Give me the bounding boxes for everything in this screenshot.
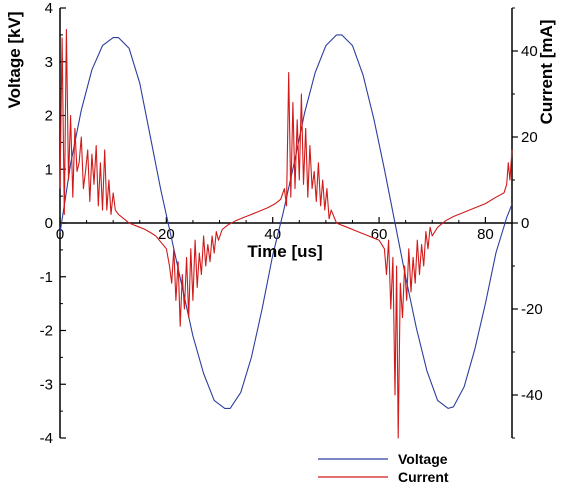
x-tick-label: 40 <box>264 226 281 243</box>
x-axis-title: Time [us] <box>247 242 322 261</box>
y-left-tick-label: -3 <box>40 376 53 393</box>
y-left-tick-label: 2 <box>45 108 53 125</box>
series-lines <box>60 30 512 439</box>
legend-label-voltage: Voltage <box>398 451 448 467</box>
y-axis-right-title: Current [mA] <box>537 20 556 125</box>
y-left-tick-label: -2 <box>40 323 53 340</box>
y-left-tick-label: 1 <box>45 161 53 178</box>
y-right-tick-label: -40 <box>521 387 543 404</box>
axes-frame <box>60 8 512 438</box>
y-left-tick-label: -4 <box>40 430 53 447</box>
legend-label-current: Current <box>398 469 449 485</box>
y-right-tick-label: -20 <box>521 301 543 318</box>
y-left-tick-label: -1 <box>40 269 53 286</box>
y-right-tick-label: 20 <box>521 129 538 146</box>
y-right-tick-label: 40 <box>521 43 538 60</box>
legend: Voltage Current <box>318 451 449 485</box>
y-left-tick-label: 0 <box>45 215 53 232</box>
y-left-tick-label: 3 <box>45 54 53 71</box>
x-tick-label: 80 <box>477 226 494 243</box>
x-tick-label: 0 <box>56 226 64 243</box>
y-left-tick-label: 4 <box>45 0 53 17</box>
y-axis-left-title: Voltage [kV] <box>5 12 24 109</box>
series-current-line <box>60 30 512 439</box>
y-right-tick-label: 0 <box>521 215 529 232</box>
